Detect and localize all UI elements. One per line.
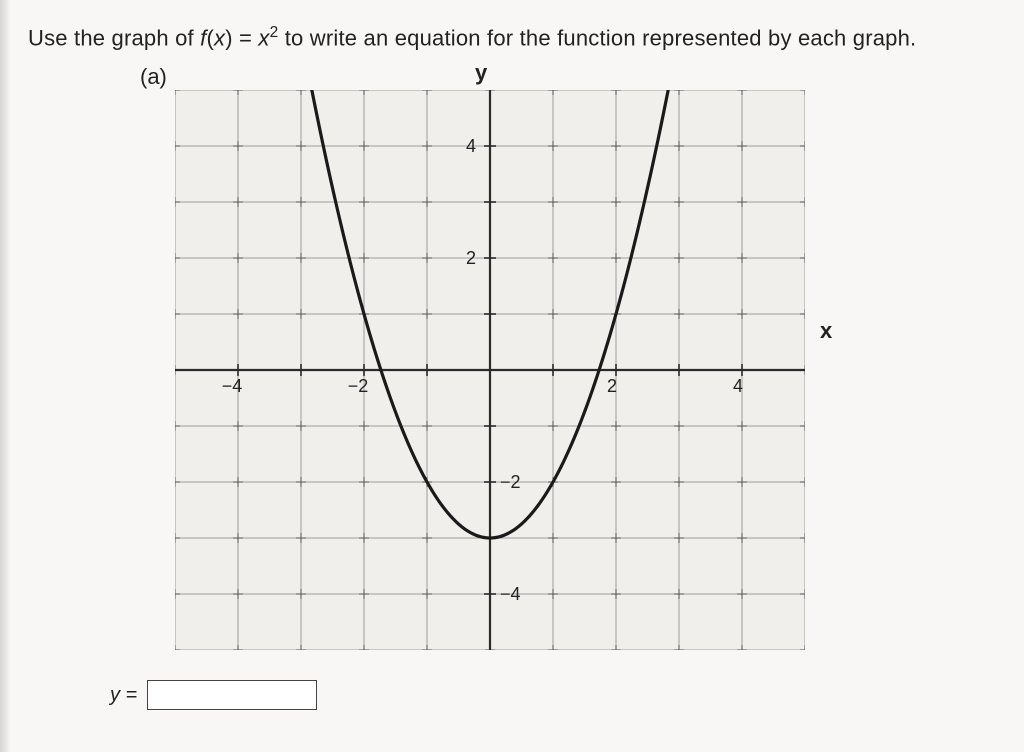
fn-paren-open: ( — [206, 25, 214, 50]
prompt-post: to write an equation for the function re… — [278, 25, 916, 50]
svg-text:2: 2 — [466, 248, 476, 268]
prompt-pre: Use the graph of — [28, 25, 200, 50]
y-axis-label: y — [475, 60, 487, 86]
rhs-var: x — [258, 25, 269, 50]
chart-svg: −4 −2 2 4 −4 −2 2 4 — [175, 90, 805, 650]
answer-label: y = — [110, 684, 137, 707]
svg-text:4: 4 — [733, 376, 743, 396]
fn-var: x — [214, 25, 225, 50]
answer-input[interactable] — [147, 680, 317, 710]
x-axis-label: x — [820, 318, 832, 344]
svg-text:2: 2 — [607, 376, 617, 396]
part-label: (a) — [140, 64, 167, 90]
svg-text:−4: −4 — [500, 584, 521, 604]
svg-text:−2: −2 — [500, 472, 521, 492]
answer-row: y = — [110, 680, 317, 710]
svg-text:4: 4 — [466, 136, 476, 156]
chart: −4 −2 2 4 −4 −2 2 4 — [175, 90, 805, 650]
svg-text:−4: −4 — [222, 376, 243, 396]
svg-text:−2: −2 — [348, 376, 369, 396]
page: Use the graph of f(x) = x2 to write an e… — [0, 0, 1024, 752]
page-left-shadow — [0, 0, 10, 752]
fn-after-var: ) = — [225, 25, 258, 50]
question-prompt: Use the graph of f(x) = x2 to write an e… — [28, 24, 996, 51]
